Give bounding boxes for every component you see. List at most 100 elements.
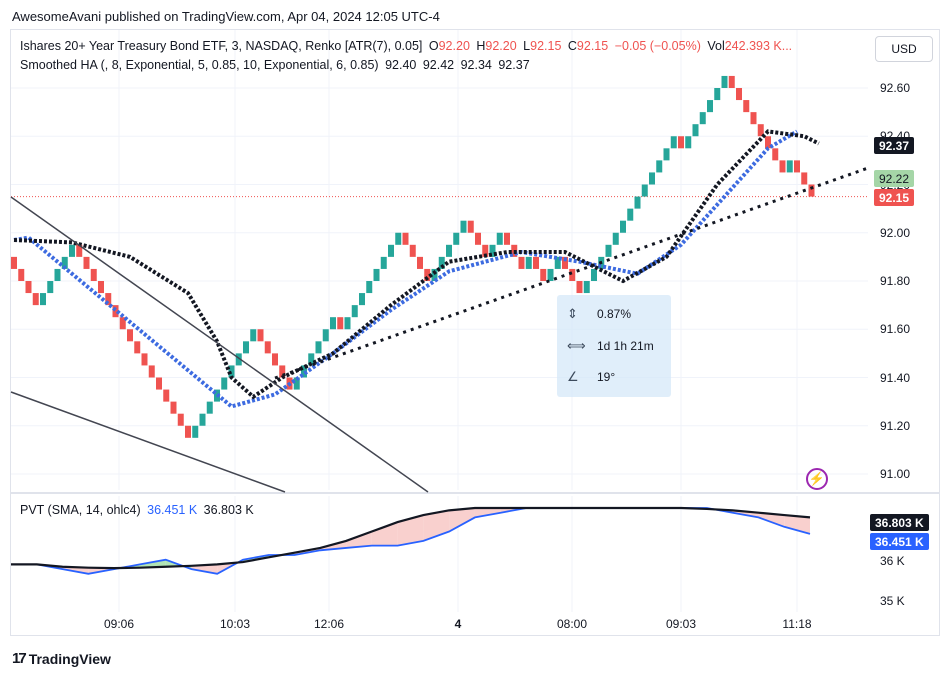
renko-brick-down [794,160,800,173]
price-tick: 91.20 [880,418,911,433]
renko-brick-up [243,341,249,354]
renko-brick-up [61,256,68,269]
renko-brick-up [786,160,793,173]
renko-brick-up [699,112,706,125]
renko-brick-down [279,365,286,378]
renko-brick-down [533,256,539,269]
pvt-fill-segment [191,564,218,574]
renko-brick-down [119,317,126,330]
renko-brick-up [192,425,199,438]
currency-button[interactable]: USD [875,36,933,62]
renko-brick-down [170,401,177,414]
renko-brick-up [438,256,445,269]
renko-brick-down [127,329,133,342]
measure-percent: 0.87% [597,307,632,321]
renko-brick-down [765,136,771,149]
renko-brick-up [235,353,242,366]
renko-brick-down [148,365,155,378]
indicator-legend[interactable]: Smoothed HA (, 8, Exponential, 5, 0.85, … [20,58,533,72]
renko-brick-down [569,268,576,281]
time-label: 10:03 [219,617,251,631]
pvt-tick: 35 K [880,594,905,608]
renko-brick-down [177,413,184,426]
time-label: 09:03 [665,617,697,631]
renko-brick-up [366,281,373,294]
pvt-fill-segment [371,522,398,546]
renko-brick-up [395,232,402,245]
tradingview-footer[interactable]: 17 TradingView [12,650,111,667]
chart-frame[interactable] [10,29,940,636]
pvt-title[interactable]: PVT (SMA, 14, ohlc4) [20,503,141,517]
renko-brick-down [482,244,489,257]
renko-brick-up [663,148,670,161]
renko-brick-down [728,75,735,88]
renko-brick-down [409,244,416,257]
renko-brick-up [322,329,329,342]
measure-tooltip: ⇕ 0.87% ⟺ 1d 1h 21m ∠ 19° [557,295,671,397]
renko-brick-down [562,256,568,269]
time-label: 11:18 [782,617,812,631]
c-label: C [567,39,577,53]
renko-brick-up [496,232,503,245]
renko-brick-down [76,244,83,257]
renko-brick-up [199,413,206,426]
renko-brick-down [156,377,162,390]
price-tick: 91.80 [880,274,911,288]
pvt-fill-segment [758,512,785,527]
vertical-measure-icon: ⇕ [567,306,578,321]
renko-brick-up [714,88,721,101]
renko-brick-up [388,244,394,257]
renko-brick-up [591,268,597,281]
renko-brick-down [163,389,170,402]
renko-brick-down [272,353,278,366]
renko-brick-up [206,401,213,414]
renko-brick-down [185,425,191,438]
flash-icon[interactable]: ⚡ [806,468,828,490]
renko-brick-up [330,317,336,330]
renko-brick-down [25,281,32,294]
l-value: 92.15 [530,39,562,53]
renko-brick-down [475,232,481,245]
renko-brick-down [402,232,409,245]
brand-text: TradingView [28,650,111,667]
indicator-title[interactable]: Smoothed HA (, 8, Exponential, 5, 0.85, … [20,58,379,72]
renko-brick-down [467,220,474,233]
trendline-upper [10,196,429,493]
pvt-fill-segment [449,508,475,532]
renko-brick-down [83,256,90,269]
renko-brick-up [54,268,61,281]
time-label: 4 [454,617,462,631]
renko-brick-up [656,160,663,173]
renko-brick-up [47,281,54,294]
renko-brick-up [583,281,590,294]
renko-brick-up [641,184,648,197]
renko-brick-up [649,172,655,185]
renko-brick-up [315,341,322,354]
pvt-fill-segment [397,515,424,546]
symbol-title[interactable]: Ishares 20+ Year Treasury Bond ETF, 3, N… [20,39,423,53]
change-value: −0.05 (−0.05%) [614,39,701,53]
smoothed-ha-black-line [13,129,820,400]
indicator-value: 92.37 [498,58,530,72]
pvt-tick: 36 K [880,554,905,568]
pvt-legend[interactable]: PVT (SMA, 14, ohlc4) 36.451 K 36.803 K [20,503,257,517]
indicator-value: 92.42 [422,58,455,72]
c-value: 92.15 [576,39,609,53]
renko-brick-down [417,256,423,269]
renko-brick-up [685,136,692,149]
tradingview-logo-icon: 17 [12,650,27,667]
symbol-legend[interactable]: Ishares 20+ Year Treasury Bond ETF, 3, N… [20,39,795,53]
indicator-value: 92.40 [385,58,417,72]
o-label: O [428,39,439,53]
pvt-fill-segment [346,531,372,548]
price-tick: 92.00 [880,225,911,240]
renko-brick-up [359,293,365,306]
renko-brick-down [141,353,148,366]
time-label: 08:00 [556,617,588,631]
renko-brick-down [257,329,264,342]
o-value: 92.20 [438,39,470,53]
renko-brick-down [337,317,344,330]
renko-brick-up [605,244,612,257]
renko-brick-down [32,293,39,306]
